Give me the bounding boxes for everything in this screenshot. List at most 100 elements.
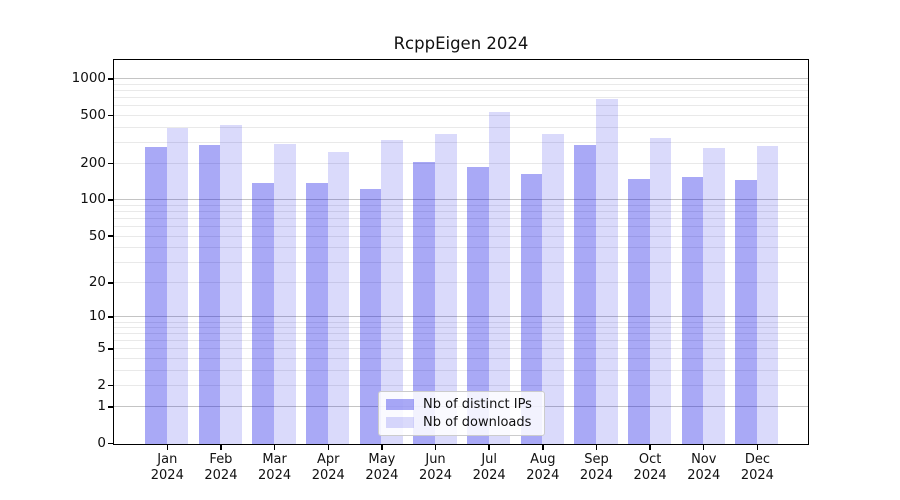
bar-downloads-may	[381, 140, 403, 444]
y-tick-mark	[108, 235, 113, 237]
y-tick-mark	[108, 348, 113, 350]
minor-gridline	[114, 141, 808, 143]
y-tick-label: 2	[97, 377, 106, 394]
legend-item-distinct-ips: Nb of distinct IPs	[386, 397, 537, 412]
x-tick-mark	[381, 445, 383, 450]
minor-gridline	[114, 163, 808, 165]
legend-label-distinct-ips: Nb of distinct IPs	[423, 397, 532, 412]
y-tick-label: 500	[80, 106, 106, 123]
minor-gridline	[114, 247, 808, 249]
bar-distinct-ips-apr	[306, 182, 328, 444]
minor-gridline	[114, 114, 808, 116]
bar-distinct-ips-dec	[735, 180, 757, 444]
x-tick-label-mar: Mar 2024	[258, 452, 292, 483]
minor-gridline	[114, 333, 808, 335]
x-tick-mark	[649, 445, 651, 450]
bar-downloads-dec	[756, 145, 779, 444]
x-tick-mark	[220, 445, 222, 450]
minor-gridline	[114, 126, 808, 128]
x-tick-mark	[488, 445, 490, 450]
minor-gridline	[114, 261, 808, 263]
chart-title: RcppEigen 2024	[393, 34, 529, 53]
minor-gridline	[114, 226, 808, 228]
x-tick-label-feb: Feb 2024	[204, 452, 238, 483]
bar-downloads-feb	[220, 125, 243, 444]
minor-gridline	[114, 204, 808, 206]
minor-gridline	[114, 90, 808, 92]
bar-distinct-ips-jun	[413, 161, 436, 444]
bar-downloads-oct	[649, 137, 672, 444]
bar-distinct-ips-mar	[252, 183, 275, 444]
legend-label-downloads: Nb of downloads	[423, 415, 532, 430]
minor-gridline	[114, 385, 808, 387]
minor-gridline	[114, 211, 808, 213]
minor-gridline	[114, 84, 808, 85]
y-tick-label: 10	[88, 308, 106, 325]
bar-downloads-jan	[166, 127, 189, 444]
legend-item-downloads: Nb of downloads	[386, 415, 537, 430]
bar-downloads-nov	[703, 148, 725, 444]
minor-gridline	[114, 97, 808, 99]
x-tick-mark	[756, 445, 759, 450]
y-tick-label: 5	[97, 340, 106, 357]
major-gridline	[114, 78, 808, 80]
y-tick-label: 1	[97, 398, 106, 415]
x-tick-mark	[166, 445, 168, 450]
bar-distinct-ips-may	[359, 188, 382, 444]
x-tick-mark	[434, 445, 437, 450]
bar-distinct-ips-nov	[681, 177, 704, 444]
bar-downloads-aug	[542, 134, 564, 444]
y-tick-mark	[108, 384, 113, 387]
bar-distinct-ips-feb	[198, 144, 221, 444]
y-tick-label: 200	[80, 155, 106, 172]
x-tick-mark	[542, 445, 544, 450]
y-tick-mark	[108, 406, 113, 408]
x-tick-label-nov: Nov 2024	[687, 452, 721, 483]
plot-area	[113, 59, 809, 445]
y-tick-mark	[108, 316, 113, 318]
bar-downloads-sep	[595, 98, 618, 444]
x-tick-label-oct: Oct 2024	[633, 452, 667, 483]
bar-distinct-ips-jul	[467, 167, 489, 444]
bar-distinct-ips-jan	[145, 147, 167, 444]
x-tick-label-aug: Aug 2024	[526, 452, 560, 483]
y-tick-label: 1000	[71, 70, 106, 87]
y-tick-label: 20	[88, 274, 106, 291]
y-tick-label: 50	[88, 227, 106, 244]
y-tick-mark	[108, 282, 113, 284]
y-tick-label: 100	[80, 191, 106, 208]
x-tick-mark	[327, 445, 329, 450]
legend: Nb of distinct IPs Nb of downloads	[378, 391, 545, 436]
bar-distinct-ips-sep	[574, 144, 596, 444]
x-tick-mark	[703, 445, 705, 450]
minor-gridline	[114, 282, 808, 284]
y-tick-mark	[108, 162, 113, 165]
bar-downloads-apr	[327, 152, 350, 444]
x-tick-label-jan: Jan 2024	[150, 452, 184, 483]
legend-swatch-distinct-ips	[386, 399, 414, 410]
minor-gridline	[114, 235, 808, 237]
minor-gridline	[114, 348, 808, 350]
x-tick-mark	[273, 445, 276, 450]
x-tick-label-jun: Jun 2024	[418, 452, 453, 483]
minor-gridline	[114, 218, 808, 220]
minor-gridline	[114, 327, 808, 329]
minor-gridline	[114, 358, 808, 360]
major-gridline	[114, 316, 808, 318]
x-tick-label-dec: Dec 2024	[740, 452, 774, 483]
x-tick-label-apr: Apr 2024	[311, 452, 345, 483]
y-tick-label: 0	[97, 435, 106, 451]
x-tick-label-sep: Sep 2024	[579, 452, 613, 483]
bar-distinct-ips-aug	[520, 173, 543, 444]
legend-swatch-downloads	[386, 417, 414, 428]
y-tick-mark	[108, 78, 113, 80]
bar-downloads-mar	[274, 143, 296, 444]
bar-distinct-ips-oct	[628, 179, 650, 444]
y-tick-mark	[108, 199, 113, 201]
y-tick-mark	[108, 442, 113, 445]
minor-gridline	[114, 105, 808, 107]
x-tick-label-may: May 2024	[365, 452, 399, 483]
minor-gridline	[114, 340, 808, 342]
x-tick-label-jul: Jul 2024	[472, 452, 506, 483]
